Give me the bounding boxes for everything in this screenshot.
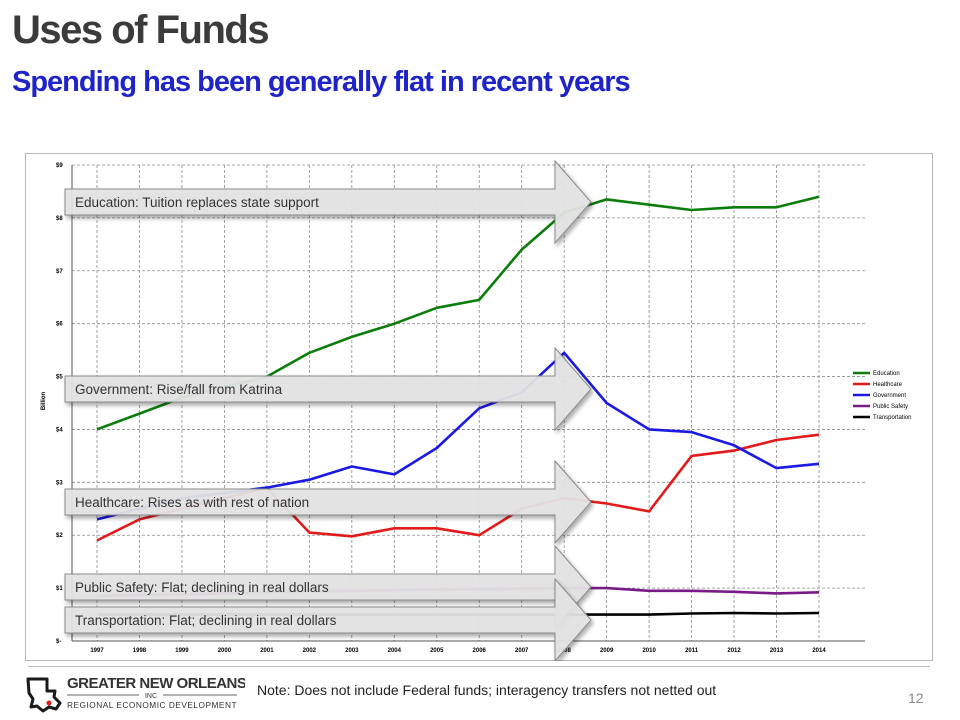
- y-tick-label: $9: [56, 163, 63, 169]
- y-tick-label: $-: [56, 639, 61, 645]
- callout-text: Education: Tuition replaces state suppor…: [75, 195, 319, 210]
- x-tick-label: 2005: [430, 648, 444, 654]
- x-tick-label: 2013: [770, 648, 784, 654]
- legend-label: Transportation: [873, 415, 911, 421]
- footer-note: Note: Does not include Federal funds; in…: [257, 682, 717, 698]
- x-tick-label: 2014: [812, 648, 826, 654]
- legend-label: Government: [873, 393, 906, 399]
- callout-arrow-shape: [64, 346, 592, 432]
- logo-line2: INC: [145, 693, 157, 700]
- y-tick-label: $8: [56, 216, 63, 222]
- x-tick-label: 2006: [473, 648, 487, 654]
- y-tick-label: $3: [56, 480, 63, 486]
- footer-divider: [28, 666, 930, 667]
- legend-label: Healthcare: [873, 382, 903, 388]
- x-tick-label: 2009: [600, 648, 614, 654]
- page-number: 12: [908, 690, 924, 706]
- x-tick-label: 2000: [218, 648, 232, 654]
- slide-title: Uses of Funds: [12, 8, 270, 52]
- y-tick-label: $5: [56, 375, 63, 381]
- y-axis-label: Billion: [41, 392, 47, 411]
- callout-text: Healthcare: Rises as with rest of nation: [75, 495, 309, 510]
- x-tick-label: 2001: [260, 648, 274, 654]
- y-tick-label: $1: [56, 586, 63, 592]
- x-tick-label: 2010: [642, 648, 656, 654]
- callout-arrow-shape: [64, 159, 592, 245]
- legend-label: Education: [873, 371, 900, 377]
- greater-new-orleans-logo: GREATER NEW ORLEANS INC REGIONAL ECONOMI…: [26, 675, 245, 713]
- callout-text: Government: Rise/fall from Katrina: [75, 382, 283, 397]
- y-tick-label: $4: [56, 427, 63, 433]
- louisiana-state-icon: [26, 677, 62, 713]
- logo-line3: REGIONAL ECONOMIC DEVELOPMENT: [67, 700, 237, 710]
- x-tick-label: 2011: [685, 648, 699, 654]
- x-tick-label: 2007: [515, 648, 529, 654]
- x-tick-label: 2008: [557, 648, 571, 654]
- x-tick-label: 1998: [133, 648, 147, 654]
- slide-subtitle: Spending has been generally flat in rece…: [12, 66, 631, 98]
- x-tick-label: 2002: [303, 648, 317, 654]
- annotation-callout: Education: Tuition replaces state suppor…: [64, 159, 592, 245]
- logo-line1: GREATER NEW ORLEANS: [67, 675, 245, 692]
- chart-container: $- $1 $2 $3 $4 $5 $6 $7 $8 $9 1997 1998 1999 2000 200…: [25, 153, 933, 663]
- annotation-callout: Government: Rise/fall from Katrina: [64, 346, 592, 432]
- callout-arrow-shape: [64, 459, 592, 545]
- annotation-callout: Transportation: Flat; declining in real …: [64, 577, 592, 663]
- y-tick-label: $7: [56, 269, 63, 275]
- legend-label: Public Safety: [873, 404, 908, 410]
- annotation-callout: Healthcare: Rises as with rest of nation: [64, 459, 592, 545]
- x-tick-label: 1997: [90, 648, 104, 654]
- callout-arrow-shape: [64, 577, 592, 663]
- y-tick-label: $2: [56, 533, 63, 539]
- callout-text: Public Safety: Flat; declining in real d…: [75, 580, 329, 595]
- y-tick-label: $6: [56, 322, 63, 328]
- callout-text: Transportation: Flat; declining in real …: [75, 613, 337, 628]
- x-tick-label: 2003: [345, 648, 359, 654]
- line-chart: $- $1 $2 $3 $4 $5 $6 $7 $8 $9 1997 1998 1999 2000 200…: [25, 153, 933, 663]
- x-tick-label: 1999: [175, 648, 189, 654]
- x-tick-label: 2012: [727, 648, 741, 654]
- x-tick-label: 2004: [388, 648, 402, 654]
